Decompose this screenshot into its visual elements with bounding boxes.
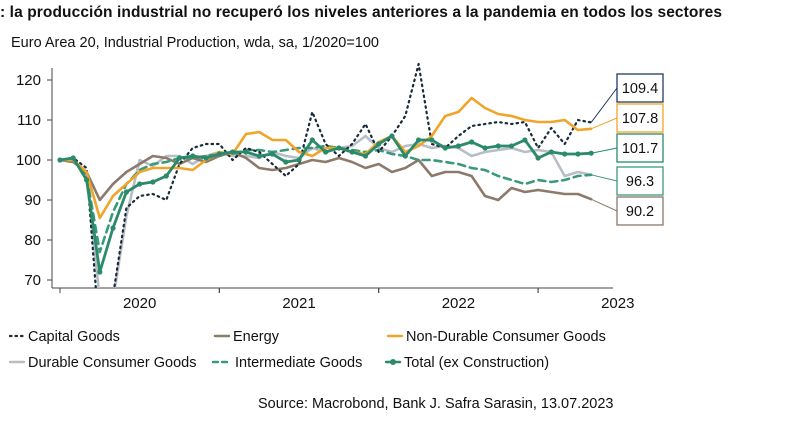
legend-label: Energy: [233, 329, 280, 345]
series-line-capital-goods: [58, 62, 593, 288]
data-point: [482, 145, 488, 151]
end-label-box: [616, 166, 664, 196]
source-note: Source: Macrobond, Bank J. Safra Sarasin…: [258, 396, 614, 412]
legend-label: Capital Goods: [28, 329, 120, 345]
data-point: [190, 153, 196, 159]
x-tick-label: 2021: [282, 295, 315, 312]
legend-item: Capital Goods: [8, 329, 120, 345]
end-label-leader: [591, 147, 618, 154]
data-point: [336, 145, 342, 151]
end-label-leader: [590, 117, 618, 130]
end-label-box: [616, 196, 664, 226]
legend: Capital Goods Energy Non-Durable Consumer …: [8, 329, 606, 371]
chart-title: Euro Area 20, Industrial Production, wda…: [11, 35, 379, 51]
data-point: [469, 139, 475, 145]
end-label-value: 96.3: [626, 174, 654, 190]
series-line-total-ex-construction: [58, 134, 593, 274]
data-point: [349, 149, 355, 155]
data-point: [495, 143, 501, 149]
end-labels: 109.4 107.8 101.7 96.3 90.2: [590, 73, 664, 226]
data-point: [402, 153, 408, 159]
legend-label: Non-Durable Consumer Goods: [406, 329, 606, 345]
data-point: [362, 153, 369, 159]
data-point: [309, 137, 315, 143]
data-point: [137, 181, 143, 187]
data-point: [243, 149, 249, 155]
end-label-box: [616, 73, 664, 103]
data-point: [535, 155, 541, 161]
end-label-box: [616, 103, 664, 133]
data-point: [296, 157, 302, 163]
legend-item: Durable Consumer Goods: [8, 355, 196, 371]
data-point: [163, 173, 169, 179]
data-point: [150, 179, 156, 185]
data-point: [269, 151, 276, 157]
end-label-value: 109.4: [622, 81, 658, 97]
legend-item: Non-Durable Consumer Goods: [386, 329, 606, 345]
data-point: [216, 151, 222, 157]
data-point: [283, 159, 289, 165]
data-point: [323, 149, 329, 155]
series-lines: [57, 62, 594, 288]
series-line-energy: [58, 150, 593, 202]
data-point: [123, 189, 130, 195]
data-point: [57, 157, 63, 163]
data-point: [442, 145, 448, 151]
x-tick-label: 2022: [442, 295, 475, 312]
legend-item: Total (ex Construction): [384, 355, 549, 371]
data-point: [562, 151, 568, 157]
x-tick-label: 2023: [601, 295, 634, 312]
y-tick-label: 70: [24, 272, 41, 289]
data-point: [429, 137, 435, 143]
data-point: [229, 149, 236, 155]
end-label-value: 107.8: [622, 111, 658, 127]
data-point: [70, 155, 76, 161]
y-tick-label: 90: [24, 192, 41, 209]
end-label-leader: [590, 198, 618, 212]
legend-label: Total (ex Construction): [404, 355, 549, 371]
end-label-leader: [590, 87, 618, 123]
end-label-leader: [591, 174, 618, 182]
series-line-durable-consumer-goods: [58, 134, 593, 288]
legend-item: Intermediate Goods: [211, 355, 362, 371]
data-point: [455, 143, 462, 149]
data-point: [548, 149, 554, 155]
data-point: [522, 137, 528, 143]
data-point: [508, 143, 515, 149]
data-point: [575, 151, 581, 157]
end-label-value: 101.7: [622, 141, 658, 157]
legend-label: Durable Consumer Goods: [28, 355, 196, 371]
data-point: [389, 133, 395, 139]
end-label-box: [616, 133, 664, 163]
legend-item: Energy: [213, 329, 280, 345]
legend-label: Intermediate Goods: [235, 355, 362, 371]
x-tick-label: 2020: [123, 295, 156, 312]
series-line-non-durable-consumer-goods: [58, 96, 593, 220]
data-point: [203, 155, 209, 161]
data-point: [376, 141, 382, 147]
headline: : la producción industrial no recuperó l…: [0, 4, 723, 21]
data-point: [176, 155, 183, 161]
data-point: [83, 177, 90, 183]
y-tick-label: 110: [17, 112, 41, 129]
data-point: [256, 153, 262, 159]
y-tick-label: 100: [16, 152, 41, 169]
data-point: [97, 269, 103, 275]
data-point: [110, 225, 116, 231]
y-tick-label: 80: [24, 232, 41, 249]
end-label-value: 90.2: [626, 204, 654, 220]
y-tick-label: 120: [16, 72, 41, 89]
legend-marker: [390, 359, 396, 365]
axes: 70 80 90 100 110 120 2020 2021 2022 2023: [16, 68, 634, 312]
data-point: [415, 137, 422, 143]
